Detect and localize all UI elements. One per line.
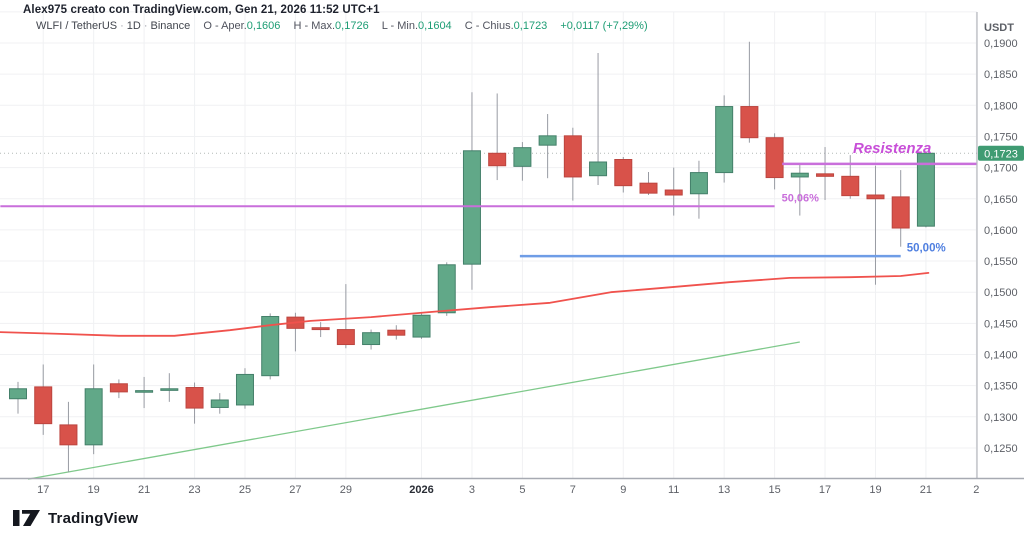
candle-up (538, 135, 557, 146)
time-axis-tick: 27 (289, 484, 301, 496)
time-axis-tick: 5 (519, 484, 525, 496)
candle-down (109, 383, 128, 393)
time-axis-tick: 19 (869, 484, 881, 496)
candle-up (513, 147, 532, 167)
candle-down (311, 327, 330, 331)
green-trendline (27, 341, 800, 480)
ohlc-high: H - Max.0,1726 (293, 20, 369, 32)
price-axis-tick: 0,1600 (984, 225, 1018, 237)
candle-up (362, 332, 381, 346)
ohlc-close: C - Chius.0,1723 (464, 20, 548, 32)
red-moving-average-line (0, 271, 930, 337)
candle-down (185, 387, 204, 409)
ohlc-low: L - Min.0,1604 (381, 20, 452, 32)
separator-dot: · (143, 20, 148, 32)
candle-up (235, 373, 254, 406)
symbol-ohlc-bar: WLFI / TetherUS · 1D · Binance O - Aper.0,16… (36, 20, 648, 32)
time-axis-tick: 7 (570, 484, 576, 496)
time-axis-tick: 25 (239, 484, 251, 496)
candle-down (488, 152, 507, 167)
chart-byline: Alex975 creato con TradingView.com, Gen … (23, 4, 380, 16)
price-axis-tick: 0,1650 (984, 194, 1018, 206)
candle-down (614, 159, 633, 187)
candle-up (689, 172, 708, 195)
time-axis-tick: 17 (819, 484, 831, 496)
ohlc-open: O - Aper.0,1606 (203, 20, 281, 32)
time-axis-tick: 21 (138, 484, 150, 496)
candle-up (135, 390, 154, 393)
price-change: +0,0117 (+7,29%) (560, 20, 648, 32)
candle-down (816, 173, 835, 177)
candle-up (462, 150, 481, 265)
candle-down (59, 424, 78, 446)
time-axis-tick: 9 (620, 484, 626, 496)
candle-up (412, 314, 431, 338)
price-axis-currency-label: USDT (984, 22, 1014, 34)
time-axis-year-tick: 2026 (409, 484, 433, 496)
exchange-label: Binance (150, 20, 191, 32)
candle-down (866, 194, 885, 200)
candle-down (664, 189, 683, 196)
resistance-label: Resistenza (853, 140, 931, 157)
price-axis-tick: 0,1500 (984, 287, 1018, 299)
candle-down (740, 106, 759, 139)
price-axis-tick: 0,1800 (984, 100, 1018, 112)
time-axis-tick: 13 (718, 484, 730, 496)
candle-down (563, 135, 582, 178)
candle-up (589, 161, 608, 177)
time-axis-tick: 17 (37, 484, 49, 496)
symbol-name: WLFI / TetherUS (36, 20, 118, 32)
time-axis-tick: 23 (188, 484, 200, 496)
candle-up (84, 388, 103, 446)
time-axis-tick: 11 (668, 484, 679, 496)
tradingview-logo-text: TradingView (48, 509, 139, 527)
candle-down (387, 329, 406, 336)
time-axis-tick: 3 (469, 484, 475, 496)
fib-50-00-label: 50,00% (907, 243, 946, 255)
time-axis-tick: 2 (973, 484, 979, 496)
price-axis-tick: 0,1350 (984, 381, 1018, 393)
candle-down (639, 182, 658, 194)
tradingview-logo[interactable]: TradingView (13, 509, 138, 527)
candle-down (336, 329, 355, 346)
candle-down (891, 196, 910, 229)
candle-up (790, 172, 809, 178)
price-axis-tick: 0,1900 (984, 38, 1018, 50)
price-axis-tick: 0,1550 (984, 256, 1018, 268)
price-axis-tick: 0,1850 (984, 69, 1018, 81)
last-price-badge-value: 0,1723 (984, 148, 1018, 160)
candle-down (34, 386, 53, 425)
time-axis-tick: 21 (920, 484, 932, 496)
time-axis-tick: 29 (340, 484, 352, 496)
candle-up (916, 152, 935, 227)
candle-up (437, 264, 456, 314)
candle-up (9, 388, 27, 400)
price-axis-tick: 0,1400 (984, 350, 1018, 362)
price-axis-tick: 0,1750 (984, 131, 1018, 143)
fib-50-06-label: 50,06% (782, 193, 820, 205)
price-axis-tick: 0,1450 (984, 318, 1018, 330)
candle-up (160, 388, 179, 391)
tradingview-logo-icon (13, 510, 40, 526)
separator-dot: · (120, 20, 124, 32)
price-axis-tick: 0,1700 (984, 163, 1018, 175)
candle-up (715, 106, 734, 174)
time-axis-tick: 15 (768, 484, 780, 496)
candle-up (261, 315, 280, 377)
candle-down (765, 137, 784, 179)
price-axis-tick: 0,1250 (984, 443, 1018, 455)
time-axis-tick: 19 (88, 484, 100, 496)
price-axis-tick: 0,1300 (984, 412, 1018, 424)
last-price-badge (978, 145, 1024, 161)
timeframe-label: 1D (126, 20, 141, 32)
candle-down (841, 175, 860, 197)
candle-up (210, 399, 229, 408)
